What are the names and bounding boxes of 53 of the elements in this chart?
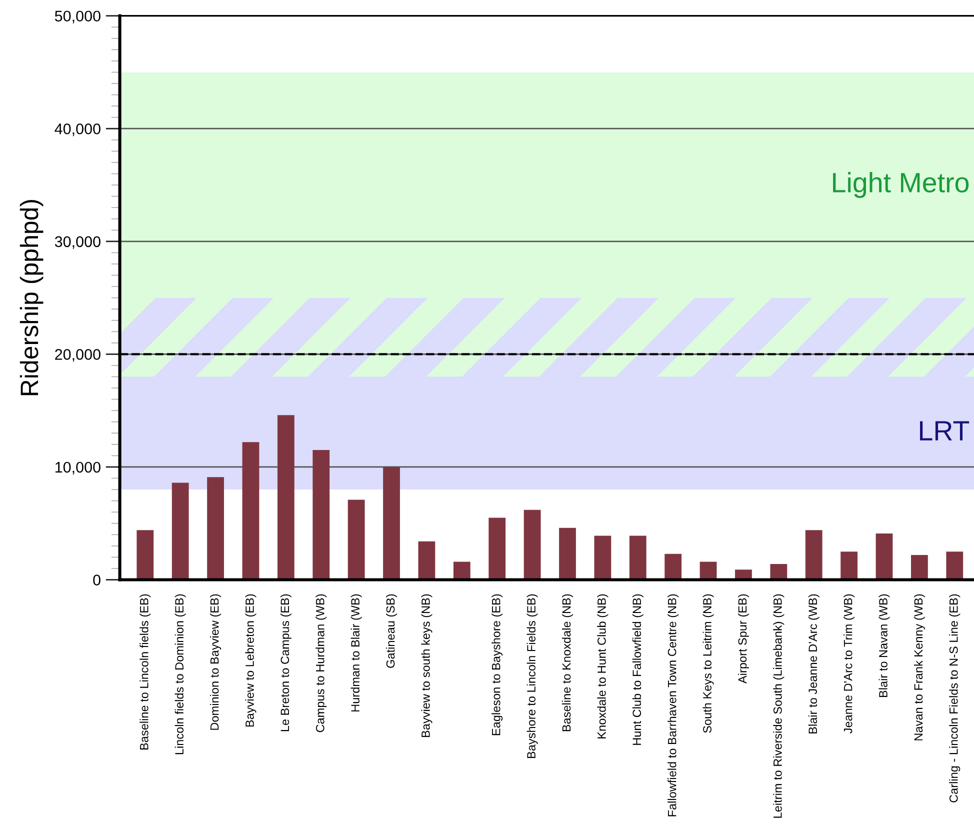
x-tick-label: Le Breton to Campus (EB): [280, 594, 292, 732]
x-tick-label: Leitrim to Riverside South (Limebank) (NB): [773, 594, 784, 818]
y-tick-label: 10,000: [55, 462, 100, 474]
x-tick-label: South Keys to Leitrim (NB): [702, 594, 714, 733]
bar: [524, 510, 541, 580]
bar: [242, 442, 260, 580]
bar: [207, 477, 224, 580]
x-tick-label: Fallowfield to Barrhaven Town Centre (NB): [668, 594, 679, 816]
bar: [453, 562, 470, 580]
x-tick-label: Baseline to Knoxdale (NB): [562, 594, 573, 732]
bar: [629, 536, 646, 580]
x-tick-label: Navan to Frank Kenny (WB): [914, 594, 925, 740]
x-tick-label: Lincoln fields to Dominion (EB): [174, 594, 186, 754]
x-tick-label: Airport Spur (EB): [738, 594, 749, 684]
x-tick-label: Bayview to Lebreton (EB): [245, 594, 256, 727]
x-tick-label: Campus to Hurdman (WB): [316, 594, 327, 732]
x-tick-label: Carling - Lincoln Fields to N-S Line (EB): [949, 594, 960, 802]
bar: [136, 530, 154, 580]
y-tick-label: 50,000: [54, 10, 100, 24]
x-tick-label: Gatineau (SB): [386, 594, 398, 668]
x-tick-label: Eagleson to Bayshore (EB): [492, 594, 503, 736]
x-tick-label: Baseline to Lincoln fields (EB): [140, 594, 151, 750]
band-label: Light Metro: [833, 172, 969, 198]
x-tick-label: Bayshore to Lincoln Fields (EB): [526, 594, 538, 758]
x-tick-label: Hunt Club to Fallowfield (NB): [632, 594, 644, 745]
bar: [348, 500, 365, 580]
bar: [911, 554, 928, 580]
x-tick-label: Bayview to south keys (NB): [421, 594, 432, 738]
bar: [840, 552, 858, 580]
x-tick-label: Hurdman to Blair (WB): [350, 594, 362, 712]
bar: [946, 552, 964, 580]
band-label: LRT: [920, 421, 970, 440]
bar: [876, 534, 893, 580]
bar: [312, 450, 330, 580]
y-tick-label: 20,000: [55, 349, 100, 362]
bar: [594, 536, 612, 580]
bar: [172, 482, 189, 580]
y-axis-title: Ridership (pphpd): [20, 200, 44, 396]
bar: [488, 518, 506, 580]
x-tick-label: Dominion to Bayview (EB): [210, 594, 222, 730]
y-tick-label: 0: [93, 574, 100, 586]
x-tick-label: Knoxdale to Hunt Club (NB): [597, 594, 608, 738]
bar: [418, 541, 436, 580]
bar: [277, 415, 294, 580]
x-tick-label: Blair to Navan (WB): [878, 594, 890, 697]
x-tick-label: Blair to Jeanne D'Arc (WB): [808, 594, 820, 734]
bar: [805, 530, 822, 580]
bar: [664, 554, 682, 580]
bar: [559, 528, 576, 580]
bar: [383, 466, 400, 580]
x-tick-label: Jeanne D'Arc to Trim (WB): [844, 594, 855, 734]
y-tick-label: 30,000: [54, 236, 100, 249]
y-tick-label: 40,000: [54, 123, 100, 136]
